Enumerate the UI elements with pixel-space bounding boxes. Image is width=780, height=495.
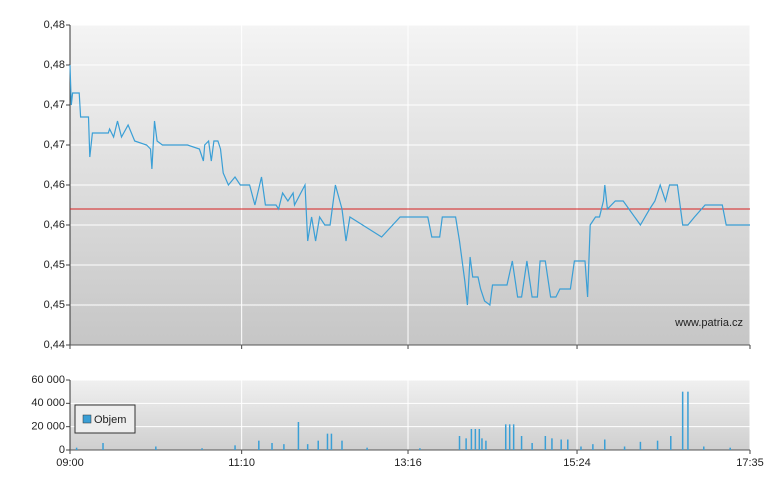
y-tick-label: 0,48 — [44, 59, 65, 71]
volume-bar — [639, 441, 642, 450]
volume-bar — [317, 440, 319, 450]
volume-bar — [330, 433, 333, 450]
volume-bar — [681, 391, 684, 450]
y-tick-label: 0,46 — [44, 219, 65, 231]
volume-bar — [155, 446, 157, 450]
x-tick-label: 17:35 — [736, 457, 764, 469]
y-tick-label: 0,47 — [44, 139, 65, 151]
volume-bar — [271, 443, 273, 450]
volume-bar — [102, 443, 104, 450]
volume-bar — [470, 429, 473, 450]
volume-bar — [478, 429, 481, 450]
volume-bar — [520, 436, 523, 450]
volume-bar — [531, 443, 533, 450]
y-tick-label: 0,47 — [44, 99, 65, 111]
volume-bar — [234, 445, 236, 450]
legend-label: Objem — [94, 414, 126, 426]
volume-bar — [656, 440, 659, 450]
volume-panel — [70, 380, 750, 450]
y-tick-label: 0,45 — [44, 259, 65, 271]
volume-bar — [504, 424, 507, 450]
volume-bar — [201, 448, 203, 450]
volume-bar — [419, 448, 421, 450]
volume-bar — [75, 447, 78, 450]
volume-bar — [551, 438, 553, 450]
price-line — [69, 64, 750, 307]
volume-bar — [481, 438, 483, 450]
y-tick-label: 60 000 — [31, 374, 65, 386]
y-tick-label: 40 000 — [31, 397, 65, 409]
y-tick-label: 20 000 — [31, 421, 65, 433]
watermark: www.patria.cz — [674, 317, 743, 329]
volume-bar — [474, 429, 477, 450]
volume-bar — [670, 436, 672, 450]
volume-bar — [512, 424, 515, 450]
y-tick-label: 0,46 — [44, 179, 65, 191]
volume-bar — [703, 446, 705, 450]
y-tick-label: 0,48 — [44, 19, 65, 31]
volume-bar — [687, 391, 689, 450]
volume-bar — [485, 440, 487, 450]
volume-bar — [306, 444, 309, 450]
legend-swatch — [82, 414, 92, 424]
volume-bar — [592, 444, 594, 450]
x-tick-label: 13:16 — [394, 457, 422, 469]
volume-bar — [458, 436, 461, 450]
volume-bar — [604, 439, 606, 450]
volume-bar — [560, 439, 562, 450]
volume-bar — [326, 433, 329, 450]
x-tick-label: 15:24 — [563, 457, 591, 469]
volume-bar — [366, 447, 368, 450]
x-tick-label: 11:10 — [228, 457, 255, 469]
volume-bar — [258, 440, 260, 450]
y-tick-label: 0,44 — [44, 339, 65, 351]
volume-bar — [567, 439, 569, 450]
volume-bar — [465, 438, 467, 450]
volume-bar — [341, 440, 343, 450]
x-tick-label: 09:00 — [56, 457, 84, 469]
volume-bar — [544, 436, 547, 450]
y-tick-label: 0 — [59, 444, 65, 456]
y-tick-label: 0,45 — [44, 299, 65, 311]
volume-bar — [283, 444, 285, 450]
volume-bar — [729, 447, 731, 450]
volume-bar — [297, 422, 300, 450]
volume-bar — [580, 446, 582, 450]
volume-bar — [623, 446, 626, 450]
volume-bar — [508, 424, 511, 450]
